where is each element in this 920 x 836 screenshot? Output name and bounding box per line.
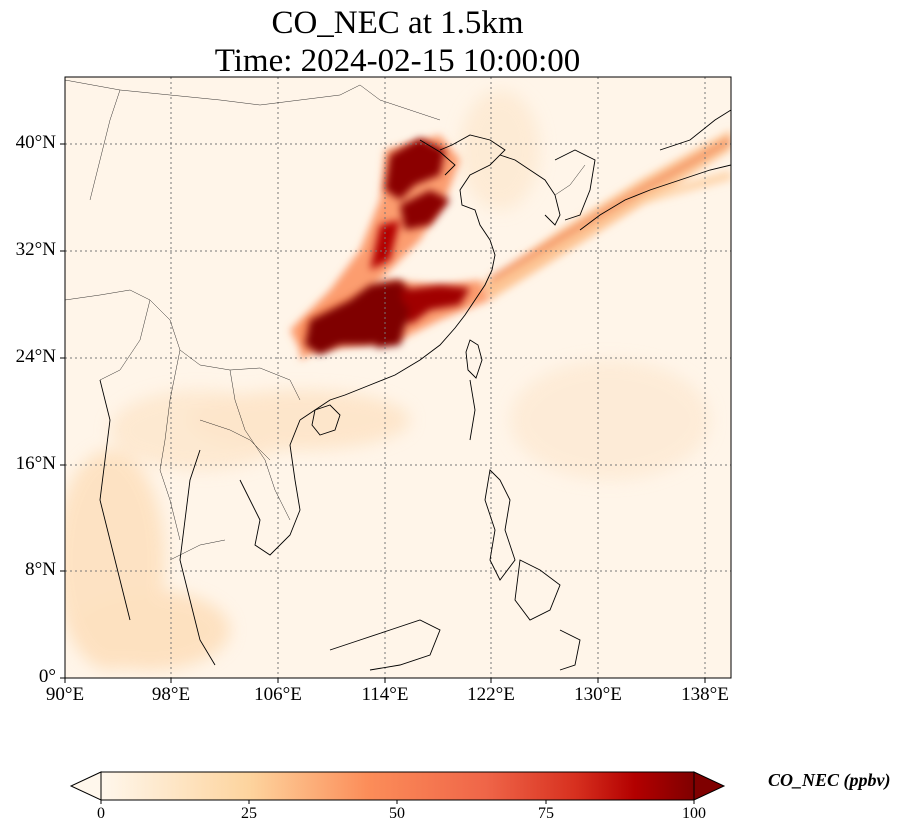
country-borders [65,79,586,561]
colorbar-tick-label: 100 [682,805,706,822]
colorbar-tick-label: 75 [538,805,554,822]
concentration-field [65,77,731,678]
colorbar-label: CO_NEC (ppbv) [768,770,891,790]
map-subtitle-time: Time: 2024-02-15 10:00:00 [214,43,581,79]
colorbar [69,771,726,804]
lon-tick-label: 106°E [254,684,302,705]
lat-tick-label: 8°N [25,559,56,580]
lat-tick-label: 16°N [15,453,56,474]
colorbar-extend-high [693,771,726,801]
colorbar-extend-low [69,771,102,801]
colorbar-tick-label: 25 [241,805,257,822]
lat-tick-label: 0° [38,666,56,687]
colorbar-tick-label: 50 [389,805,405,822]
lon-tick-label: 90°E [45,684,85,705]
lon-tick-label: 130°E [574,684,622,705]
coastlines [99,109,731,671]
gridlines [65,77,731,678]
lon-tick-label: 122°E [467,684,515,705]
lon-tick-label: 138°E [681,684,729,705]
map-title: CO_NEC at 1.5km [271,5,524,41]
colorbar-gradient [100,771,695,801]
lat-tick-label: 32°N [15,239,56,260]
colorbar-tick-label: 0 [97,805,105,822]
lat-tick-label: 24°N [15,346,56,367]
lon-tick-label: 98°E [151,684,191,705]
lon-tick-label: 114°E [361,684,409,705]
lat-tick-label: 40°N [15,132,56,153]
map-frame [64,76,732,679]
axis-ticks [60,143,706,683]
